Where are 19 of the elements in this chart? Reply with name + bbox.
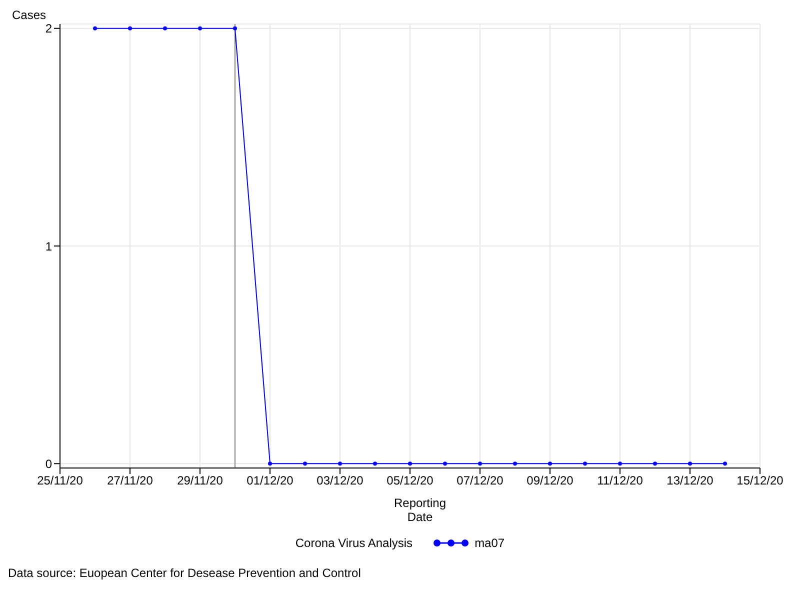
x-tick-label: 11/12/20 (597, 474, 644, 488)
x-tick-label: 09/12/20 (526, 474, 574, 488)
x-tick-label: 25/11/20 (37, 474, 84, 488)
x-tick-label: 15/12/20 (736, 474, 784, 488)
x-tick-label: 27/11/20 (107, 474, 154, 488)
x-axis-title: Reporting Date (392, 496, 448, 524)
x-tick-label: 01/12/20 (246, 474, 294, 488)
y-tick-label: 2 (45, 22, 52, 36)
y-tick-label: 1 (45, 239, 52, 254)
y-tick-label: 0 (45, 456, 52, 471)
legend-label: ma07 (474, 536, 505, 550)
x-tick-label: 13/12/20 (666, 474, 714, 488)
x-tick-label: 29/11/20 (177, 474, 224, 488)
x-tick-label: 05/12/20 (386, 474, 434, 488)
legend-title: Corona Virus Analysis (295, 536, 413, 550)
x-tick-label: 07/12/20 (456, 474, 504, 488)
x-tick-label: 03/12/20 (316, 474, 364, 488)
y-axis-title: Cases (11, 8, 48, 22)
source-note: Data source: Euopean Center for Desease Prevention and Control (8, 566, 362, 580)
